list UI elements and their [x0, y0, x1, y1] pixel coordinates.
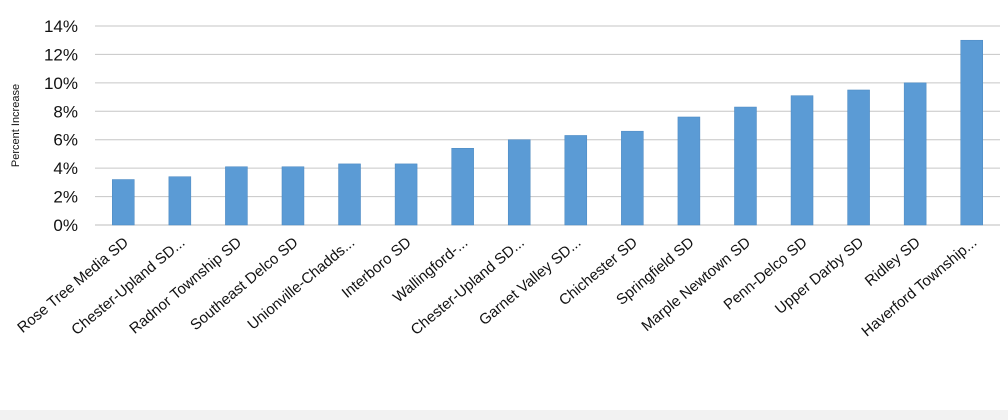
bar [507, 139, 531, 226]
x-tick-label: Southeast Delco SD [187, 234, 302, 334]
bar [903, 82, 927, 226]
y-tick-label: 10% [44, 74, 78, 93]
y-axis-title: Percent Increase [10, 84, 22, 167]
y-tick-label: 8% [53, 102, 78, 121]
bar [960, 39, 983, 226]
bar [847, 89, 870, 226]
bars [112, 39, 983, 226]
y-tick-label: 14% [44, 17, 78, 36]
y-tick-label: 4% [53, 159, 78, 178]
y-tick-label: 12% [44, 45, 78, 64]
bar [451, 147, 474, 226]
bar [734, 106, 757, 226]
y-tick-label: 6% [53, 131, 78, 150]
y-axis-ticks: 0% 2% 4% 6% 8% 10% 12% 14% [44, 17, 78, 235]
bar [564, 135, 588, 226]
bar [281, 166, 305, 226]
bar [225, 166, 248, 226]
bar [338, 163, 361, 226]
bar [621, 130, 644, 226]
bar [394, 163, 418, 226]
y-tick-label: 2% [53, 188, 78, 207]
x-tick-label: Marple Newtown SD [638, 234, 754, 335]
bar [168, 176, 192, 226]
x-tick-label: Unionville-Chadds... [244, 234, 358, 333]
bar [112, 179, 135, 226]
x-tick-label: Garnet Valley SD... [476, 234, 584, 329]
bar [790, 95, 814, 226]
bottom-strip [0, 410, 1008, 420]
bar [677, 116, 701, 226]
y-tick-label: 0% [53, 216, 78, 235]
x-tick-label: Radnor Township SD [126, 234, 245, 338]
